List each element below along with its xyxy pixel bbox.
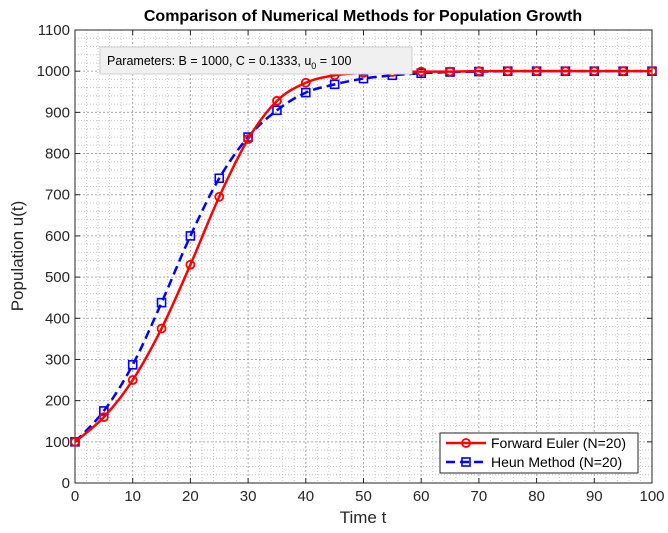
legend-label-heun: Heun Method (N=20) xyxy=(491,454,622,470)
data-point-forward-euler xyxy=(647,66,657,77)
data-point-forward-euler xyxy=(560,66,571,77)
y-tick-label: 400 xyxy=(45,310,70,327)
y-axis-title: Population u(t) xyxy=(8,201,27,312)
y-tick-label: 100 xyxy=(45,434,70,451)
data-point-heun xyxy=(358,73,369,84)
x-tick-label: 60 xyxy=(413,488,430,505)
x-tick-label: 80 xyxy=(528,488,545,505)
x-tick-label: 10 xyxy=(124,488,141,505)
data-point-forward-euler xyxy=(214,191,225,202)
y-tick-label: 900 xyxy=(45,104,70,121)
parameters-prefix: Parameters: B = 1000, C = 0.1333, u xyxy=(107,54,311,68)
y-tick-label: 700 xyxy=(45,187,70,204)
legend-marker-heun xyxy=(461,457,471,467)
parameters-box xyxy=(99,46,413,75)
axis-ticks: 0 10 20 30 40 50 60 70 80 90 100010020030040050060… xyxy=(37,22,665,505)
y-tick-label: 200 xyxy=(45,393,70,410)
y-tick-label: 1100 xyxy=(38,22,70,39)
data-point-forward-euler xyxy=(127,375,138,385)
x-tick-label: 0 xyxy=(71,488,79,505)
legend: Forward Euler (N=20) Heun Method (N=20) xyxy=(439,432,639,474)
x-tick-label: 20 xyxy=(182,488,199,505)
data-point-forward-euler xyxy=(473,66,484,77)
data-point-forward-euler xyxy=(589,66,600,77)
data-point-forward-euler xyxy=(156,323,167,334)
x-tick-label: 30 xyxy=(240,488,257,505)
data-point-heun xyxy=(156,297,167,308)
data-point-forward-euler xyxy=(243,134,254,145)
parameters-annotation: Parameters: B = 1000, C = 0.1333, u0 = 1… xyxy=(99,46,413,75)
y-tick-label: 0 xyxy=(62,475,70,492)
x-tick-label: 70 xyxy=(471,488,488,505)
data-point-forward-euler xyxy=(416,66,427,77)
data-point-heun xyxy=(300,87,311,98)
data-point-forward-euler xyxy=(272,95,282,106)
legend-box xyxy=(439,432,639,474)
parameters-subscript: 0 xyxy=(311,61,316,71)
x-axis-title: Time t xyxy=(340,508,387,527)
y-tick-label: 800 xyxy=(45,146,70,163)
x-tick-label: 90 xyxy=(586,488,603,505)
parameters-text: Parameters: B = 1000, C = 0.1333, u0 = 1… xyxy=(107,54,351,71)
data-point-forward-euler xyxy=(70,436,80,447)
x-tick-label: 50 xyxy=(355,488,372,505)
data-point-heun xyxy=(272,105,282,116)
data-point-forward-euler xyxy=(300,77,311,88)
data-point-heun xyxy=(329,79,340,90)
y-tick-label: 600 xyxy=(45,228,70,245)
legend-label-forward-euler: Forward Euler (N=20) xyxy=(491,435,626,451)
data-point-forward-euler xyxy=(445,66,455,77)
data-point-forward-euler xyxy=(531,66,542,77)
chart-title: Comparison of Numerical Methods for Popu… xyxy=(144,8,582,25)
data-point-heun xyxy=(185,231,196,241)
data-point-heun xyxy=(214,173,225,184)
x-tick-label: 40 xyxy=(297,488,314,505)
y-tick-label: 1000 xyxy=(37,63,70,80)
data-point-heun xyxy=(127,360,138,370)
data-point-forward-euler xyxy=(185,259,196,270)
data-point-forward-euler xyxy=(502,66,513,77)
y-tick-label: 500 xyxy=(45,269,70,286)
parameters-suffix: = 100 xyxy=(316,54,351,68)
y-tick-label: 300 xyxy=(45,351,70,368)
data-point-forward-euler xyxy=(98,412,109,423)
legend-marker-forward-euler xyxy=(461,438,471,448)
x-tick-label: 100 xyxy=(639,488,664,505)
major-grid xyxy=(75,30,652,483)
data-point-forward-euler xyxy=(618,66,629,77)
